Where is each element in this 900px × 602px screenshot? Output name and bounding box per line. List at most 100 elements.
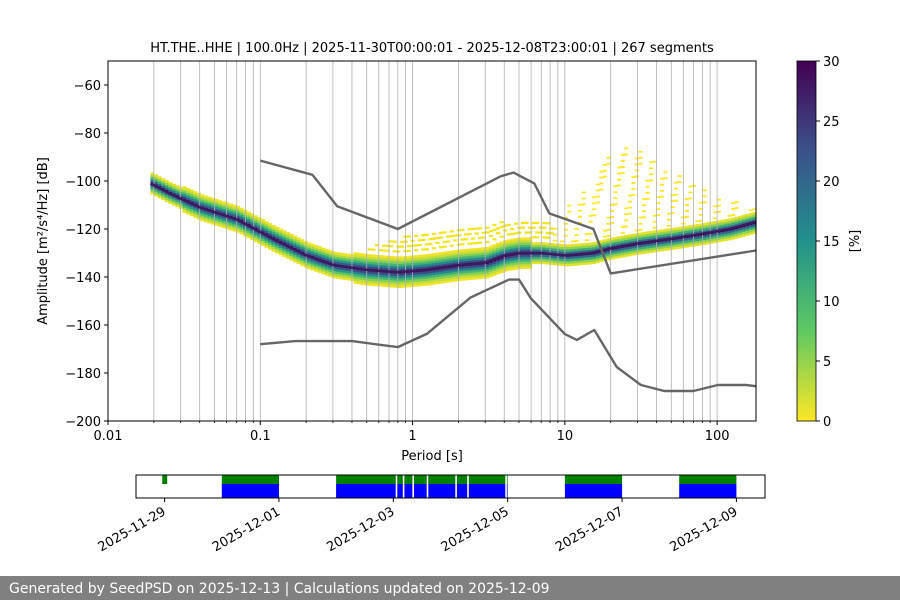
heat-cell (649, 247, 654, 251)
heat-cell (581, 262, 586, 266)
heat-cell (652, 247, 657, 250)
heat-cell (748, 232, 754, 235)
heat-cell (282, 249, 287, 253)
heat-cell (552, 262, 558, 266)
heat-cell (399, 285, 404, 288)
heat-cell (164, 182, 169, 186)
heat-cell (456, 268, 461, 272)
heat-cell (303, 260, 308, 263)
heat-cell (495, 227, 501, 230)
heat-cell (218, 214, 223, 218)
heat-cell (663, 243, 668, 247)
x-tick-label: 100 (705, 429, 730, 444)
heat-cell (485, 251, 490, 255)
heat-cell (699, 207, 704, 210)
heat-cell (335, 266, 340, 270)
heat-cell (321, 269, 326, 272)
heat-cell (374, 262, 380, 265)
heat-cell (328, 271, 333, 275)
heat-cell (595, 243, 600, 247)
heat-cell (232, 224, 237, 227)
heat-cell (663, 245, 668, 249)
heat-cell (624, 246, 629, 250)
heat-cell (314, 245, 319, 248)
used-segment (564, 484, 623, 498)
heat-cell (435, 259, 440, 263)
heat-cell (748, 215, 754, 219)
heat-cell (260, 226, 266, 230)
heat-cell (560, 263, 565, 267)
heat-cell (203, 195, 209, 199)
heat-cell (531, 236, 536, 239)
timeline-tick-label: 2025-12-07 (553, 504, 626, 555)
heat-cell (414, 276, 419, 280)
heat-cell (716, 204, 721, 207)
heat-cell (652, 230, 657, 234)
heat-cell (699, 228, 704, 232)
heat-cell (748, 212, 754, 216)
heat-cell (471, 274, 476, 278)
heat-cell (328, 274, 333, 277)
heat-cell (627, 212, 632, 215)
heat-cell (221, 206, 226, 209)
heat-cell (563, 244, 568, 248)
heat-cell (428, 238, 433, 241)
heat-cell (381, 262, 387, 266)
heat-cell (552, 227, 558, 230)
heat-cell (271, 248, 276, 252)
heat-cell (193, 215, 198, 218)
heat-cell (317, 265, 323, 269)
heat-cell (478, 254, 483, 258)
heat-cell (485, 263, 490, 267)
heat-cell (417, 274, 422, 277)
heat-cell (392, 285, 397, 288)
heat-cell (463, 248, 469, 252)
heat-cell (285, 232, 290, 235)
heat-cell (577, 248, 583, 251)
psd-figure: HT.THE..HHE | 100.0Hz | 2025-11-30T00:00… (36, 41, 863, 555)
heat-cell (670, 227, 675, 231)
heat-cell (638, 239, 643, 243)
heat-cell (624, 234, 629, 238)
data-availability-timeline (162, 475, 737, 498)
heat-cell (463, 277, 469, 281)
heat-cell (285, 234, 290, 238)
heat-cell (595, 257, 600, 261)
heat-cell (528, 249, 533, 253)
heat-cell (225, 226, 230, 230)
heat-cell (745, 228, 750, 231)
heat-cell (467, 277, 472, 281)
colorbar-tick-label: 30 (823, 55, 840, 70)
heat-cell (570, 251, 575, 254)
heat-cell (218, 221, 223, 225)
heat-cell (414, 259, 419, 263)
heat-cell (645, 236, 650, 239)
heat-cell (264, 245, 269, 248)
heat-cell (296, 261, 301, 265)
heat-cell (499, 270, 504, 274)
heat-cell (168, 186, 173, 190)
heat-cell (339, 271, 344, 275)
heat-cell (599, 176, 604, 179)
heat-cell (157, 188, 162, 192)
heat-cell (186, 187, 191, 191)
heat-cell (563, 234, 568, 237)
heat-cell (549, 257, 554, 261)
heat-cell (567, 261, 572, 264)
heat-cell (531, 221, 536, 224)
heat-cell (371, 254, 376, 258)
heat-cell (154, 186, 159, 190)
heat-cell (435, 281, 440, 285)
heat-cell (446, 260, 451, 264)
heat-cell (164, 187, 169, 191)
heat-cell (617, 253, 622, 256)
heat-cell (428, 275, 433, 278)
heat-cell (478, 257, 483, 260)
heat-cell (624, 219, 629, 222)
heat-cell (228, 218, 233, 221)
heat-cell (627, 246, 632, 250)
heat-cell (631, 236, 636, 239)
heat-cell (367, 259, 372, 262)
heat-cell (659, 243, 664, 247)
heat-cell (157, 190, 162, 194)
